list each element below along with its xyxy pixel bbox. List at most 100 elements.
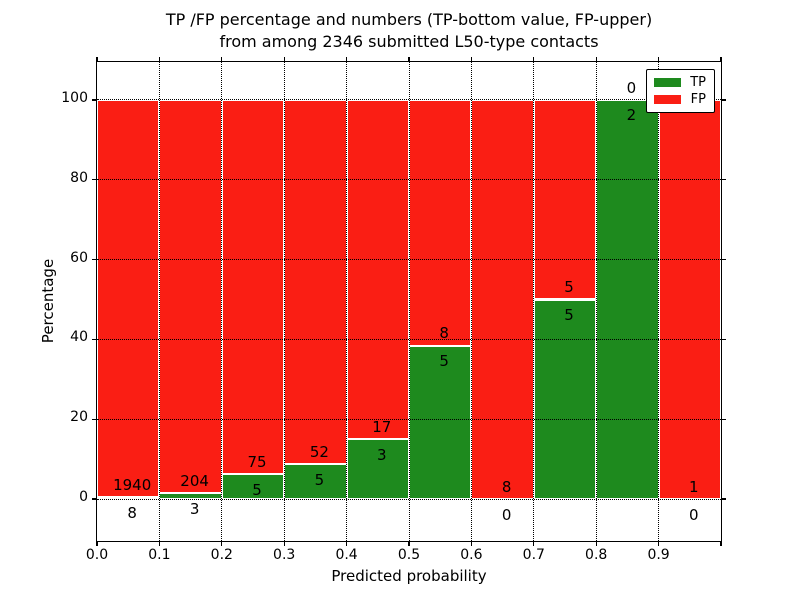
- bar-segment-fp-6: [471, 99, 534, 500]
- x-tick-bottom: [657, 541, 660, 546]
- x-tick-bottom: [408, 541, 410, 546]
- bar-label-fp-7: 5: [564, 278, 574, 297]
- legend-entry-fp: FP: [654, 93, 706, 106]
- chart-title-line1: TP /FP percentage and numbers (TP-bottom…: [165, 10, 653, 29]
- bar-label-fp-1: 204: [180, 471, 209, 490]
- bar-label-fp-2: 75: [247, 452, 267, 471]
- x-tick-top: [720, 57, 722, 62]
- legend-swatch-tp: [654, 78, 681, 87]
- x-tick-top: [657, 57, 660, 62]
- x-tick-top: [408, 57, 410, 62]
- x-tick-bottom: [720, 541, 722, 546]
- bar-segment-fp-7: [533, 99, 597, 300]
- y-tick-label: 40: [70, 329, 88, 346]
- x-tick-bottom: [283, 541, 285, 546]
- grid-line-x-3: [283, 62, 285, 541]
- grid-line-x-4: [346, 62, 348, 541]
- x-axis-label: Predicted probability: [331, 567, 487, 585]
- x-tick-top: [158, 57, 161, 62]
- y-tick-right: [721, 418, 726, 420]
- bar-label-fp-3: 52: [309, 442, 329, 461]
- x-tick-bottom: [533, 541, 535, 546]
- y-tick-label: 60: [70, 249, 88, 266]
- grid-line-x-8: [595, 62, 597, 541]
- bar-segment-fp-1: [159, 99, 222, 494]
- x-tick-top: [96, 57, 98, 62]
- grid-line-x-9: [658, 62, 660, 541]
- y-tick-label: 80: [70, 169, 88, 186]
- y-tick-left: [92, 418, 97, 420]
- bar-segment-tp-5: [409, 345, 472, 500]
- y-tick-right: [721, 498, 726, 500]
- x-tick-label: 0.2: [210, 547, 233, 563]
- y-tick-left: [92, 258, 97, 261]
- x-tick-top: [470, 57, 473, 62]
- x-tick-label: 0.8: [585, 547, 608, 563]
- x-tick-bottom: [470, 541, 473, 546]
- bar-segment-tp-8: [596, 99, 659, 500]
- bar-segment-tp-7: [533, 299, 597, 500]
- y-tick-label: 20: [70, 409, 88, 426]
- grid-line-x-1: [158, 62, 160, 541]
- bar-label-fp-4: 17: [372, 417, 392, 436]
- x-tick-bottom: [595, 541, 597, 546]
- bar-label-tp-1: 3: [189, 499, 200, 518]
- x-tick-top: [221, 57, 223, 62]
- bar-label-tp-8: 2: [626, 106, 637, 125]
- legend-label-tp: TP: [690, 75, 706, 90]
- bar-label-tp-2: 5: [252, 480, 262, 499]
- y-tick-label: 100: [61, 89, 88, 106]
- x-tick-top: [595, 57, 597, 62]
- x-tick-label: 0.3: [273, 547, 296, 563]
- x-tick-label: 0.1: [148, 547, 171, 563]
- y-tick-left: [92, 498, 97, 500]
- bar-label-fp-5: 8: [439, 324, 449, 343]
- bar-segment-tp-3: [284, 464, 347, 500]
- x-tick-bottom: [345, 541, 348, 546]
- y-tick-right: [721, 258, 726, 261]
- bar-label-tp-5: 5: [439, 352, 449, 371]
- bar-label-tp-7: 5: [564, 306, 574, 325]
- x-tick-label: 0.7: [522, 547, 545, 563]
- bar-segment-fp-9: [658, 99, 721, 500]
- bar-label-tp-0: 8: [127, 504, 137, 523]
- bar-label-fp-8: 0: [626, 78, 637, 97]
- grid-line-x-6: [470, 62, 472, 541]
- grid-line-x-2: [221, 62, 223, 541]
- x-tick-top: [345, 57, 348, 62]
- x-tick-top: [283, 57, 285, 62]
- chart-title-line2: from among 2346 submitted L50-type conta…: [219, 32, 599, 51]
- grid-line-x-5: [408, 62, 410, 541]
- bar-segment-fp-3: [284, 99, 347, 465]
- bar-label-tp-3: 5: [314, 470, 325, 489]
- x-tick-top: [533, 57, 535, 62]
- bar-segment-fp-2: [221, 99, 285, 475]
- bar-label-fp-0: 1940: [113, 476, 152, 495]
- x-tick-bottom: [221, 541, 223, 546]
- bar-label-fp-6: 8: [501, 477, 512, 496]
- bar-label-fp-9: 1: [689, 477, 699, 496]
- legend: TP FP: [646, 69, 715, 113]
- y-tick-right: [721, 338, 726, 341]
- chart-title: TP /FP percentage and numbers (TP-bottom…: [97, 9, 721, 53]
- legend-entry-tp: TP: [654, 76, 706, 89]
- bar-segment-fp-4: [346, 99, 409, 440]
- y-tick-left: [92, 99, 97, 101]
- x-tick-bottom: [158, 541, 161, 546]
- y-tick-label: 0: [79, 489, 88, 506]
- bar-segment-fp-0: [97, 99, 160, 498]
- grid-line-x-7: [533, 62, 535, 541]
- x-tick-bottom: [96, 541, 98, 546]
- legend-swatch-fp: [654, 95, 681, 104]
- y-tick-left: [92, 179, 97, 181]
- x-tick-label: 0.0: [85, 547, 109, 563]
- bar-segment-fp-5: [409, 99, 472, 346]
- bar-label-tp-6: 0: [501, 505, 512, 524]
- plot-area: TP FP 1940 8 204 3 75 5 52 5 17 3 8 5 8 0 5 5 0 2 1 0 0.0 0.1…: [61, 57, 726, 563]
- bar-label-tp-9: 0: [689, 505, 699, 524]
- legend-label-fp: FP: [690, 92, 706, 107]
- bar-segment-tp-2: [221, 474, 285, 500]
- y-tick-right: [721, 99, 726, 101]
- y-tick-right: [721, 179, 726, 181]
